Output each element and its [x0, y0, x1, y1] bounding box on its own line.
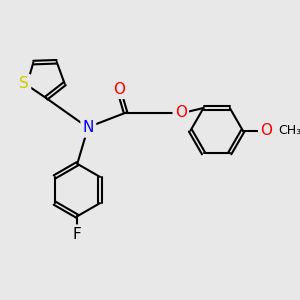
Text: F: F — [73, 227, 82, 242]
Text: O: O — [113, 82, 125, 97]
Text: S: S — [19, 76, 29, 91]
Text: O: O — [175, 105, 187, 120]
Text: N: N — [82, 120, 94, 135]
Text: O: O — [260, 123, 272, 138]
Text: CH₃: CH₃ — [278, 124, 300, 137]
